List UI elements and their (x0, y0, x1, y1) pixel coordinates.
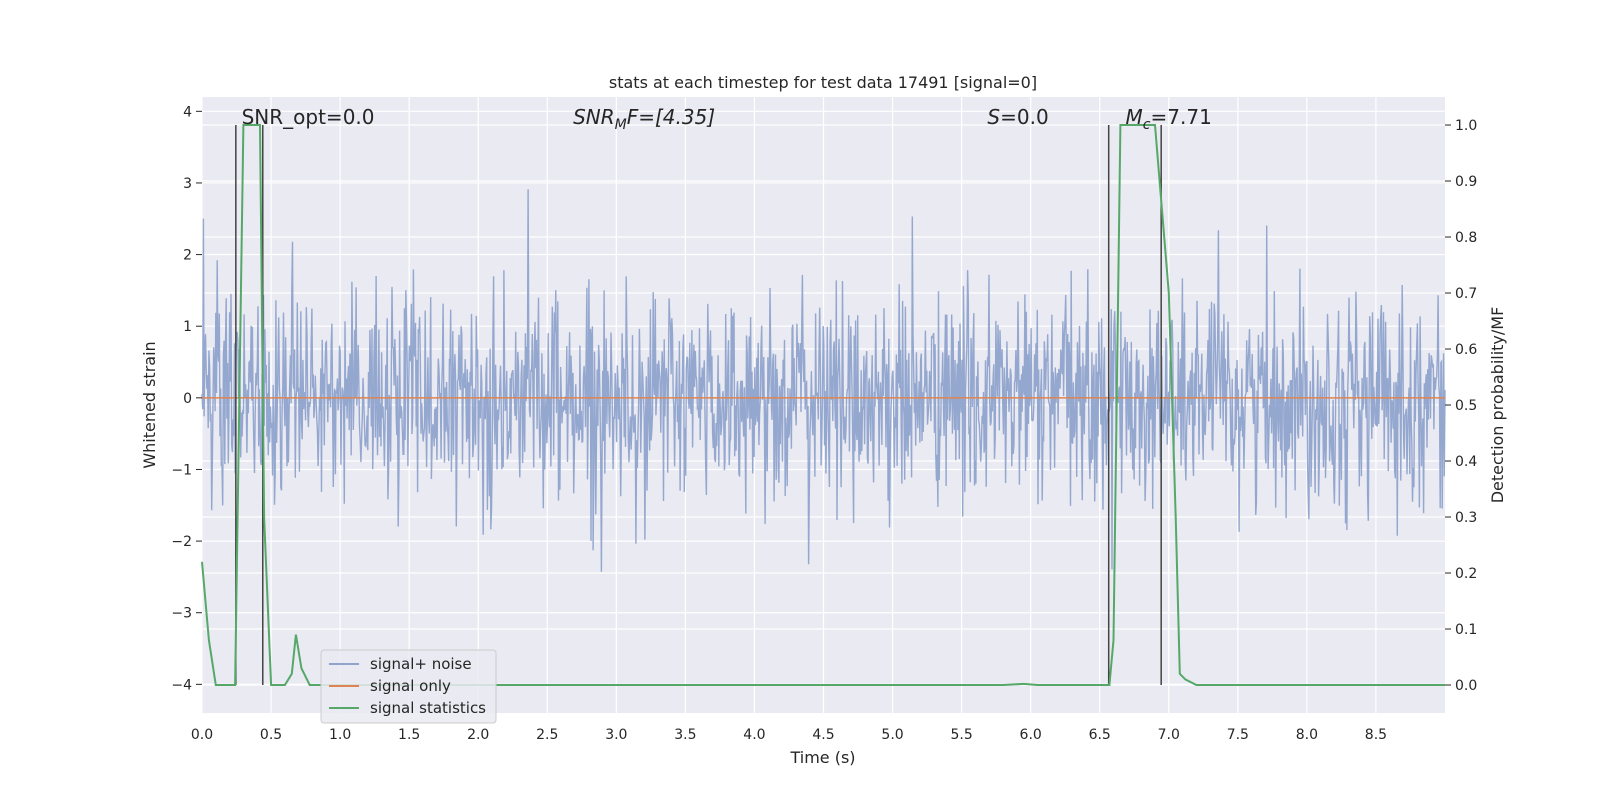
x-axis-label: Time (s) (789, 748, 855, 767)
annotation-mc-sub: c (1143, 117, 1151, 133)
annotation-snr-mf-sub: M (615, 117, 627, 133)
y-ticks-right: 1.0 0.9 0.8 0.7 0.6 0.5 0.4 0.3 0.2 0.1 0.0 (1445, 118, 1477, 694)
annotation-snr-opt: SNR_opt=0.0 (242, 105, 375, 129)
y-right-tick-label: 0.8 (1455, 230, 1477, 246)
y-right-tick-label: 0.1 (1455, 622, 1477, 638)
x-tick-label: 4.0 (743, 727, 765, 743)
y-tick-label: −1 (171, 462, 192, 478)
noise-line (201, 189, 1446, 572)
legend-label-noise: signal+ noise (370, 655, 472, 673)
y-tick-label: −4 (171, 677, 192, 693)
y-axis-label-left: Whitened strain (140, 341, 159, 468)
y-axis-label-right: Detection probability/MF (1488, 307, 1507, 504)
legend: signal+ noise signal only signal statist… (320, 649, 497, 724)
y-right-tick-label: 1.0 (1455, 118, 1477, 134)
y-tick-label: −2 (171, 534, 192, 550)
x-tick-label: 6.0 (1020, 727, 1042, 743)
annotations: SNR_opt=0.0 SNRMF=[4.35] S=0.0 Mc=7.71 (242, 105, 1212, 133)
x-tick-label: 8.5 (1365, 727, 1387, 743)
y-right-tick-label: 0.3 (1455, 510, 1477, 526)
annotation-s-base: S (987, 105, 1000, 129)
x-tick-label: 3.0 (605, 727, 627, 743)
x-tick-label: 2.0 (467, 727, 489, 743)
annotation-snr-mf-rest: F=[4.35] (627, 105, 715, 129)
annotation-snr-mf: SNRMF=[4.35] (573, 105, 715, 133)
x-tick-label: 1.5 (398, 727, 420, 743)
x-tick-label: 4.5 (812, 727, 834, 743)
legend-box (320, 649, 497, 724)
y-tick-label: 0 (183, 391, 192, 407)
annotation-s: S=0.0 (987, 105, 1048, 129)
x-tick-label: 0.5 (260, 727, 282, 743)
x-tick-label: 7.5 (1227, 727, 1249, 743)
y-tick-label: 1 (183, 319, 192, 335)
annotation-snr-mf-base: SNR (573, 105, 615, 129)
x-tick-label: 5.5 (950, 727, 972, 743)
y-right-tick-label: 0.7 (1455, 286, 1477, 302)
y-right-tick-label: 0.9 (1455, 174, 1477, 190)
x-tick-label: 7.0 (1158, 727, 1180, 743)
y-right-tick-label: 0.4 (1455, 454, 1477, 470)
annotation-mc-base: M (1126, 105, 1143, 129)
y-tick-label: 4 (183, 104, 192, 120)
x-tick-label: 6.5 (1089, 727, 1111, 743)
stats-series (201, 124, 1445, 686)
x-tick-label: 3.5 (674, 727, 696, 743)
annotation-mc: Mc=7.71 (1126, 105, 1212, 133)
x-tick-label: 0.0 (191, 727, 213, 743)
x-ticks: 0.0 0.5 1.0 1.5 2.0 2.5 3.0 3.5 4.0 4.5 5.0 5.5 6.0 6… (191, 727, 1387, 743)
y-right-tick-label: 0.0 (1455, 678, 1477, 694)
annotation-mc-rest: =7.71 (1151, 105, 1212, 129)
y-tick-label: 3 (183, 176, 192, 192)
legend-label-stats: signal statistics (370, 699, 486, 717)
y-right-tick-label: 0.2 (1455, 566, 1477, 582)
x-tick-label: 8.0 (1296, 727, 1318, 743)
y-tick-label: −3 (171, 606, 192, 622)
x-tick-label: 1.0 (329, 727, 351, 743)
noise-series (201, 189, 1446, 572)
y-tick-label: 2 (183, 248, 192, 264)
y-ticks-left: 4 3 2 1 0 −1 −2 −3 −4 (171, 104, 202, 693)
x-tick-label: 5.0 (881, 727, 903, 743)
chart-title: stats at each timestep for test data 174… (609, 73, 1037, 92)
legend-label-signal: signal only (370, 677, 451, 695)
x-tick-label: 2.5 (536, 727, 558, 743)
y-right-tick-label: 0.6 (1455, 342, 1477, 358)
y-right-tick-label: 0.5 (1455, 398, 1477, 414)
annotation-s-rest: =0.0 (1000, 105, 1049, 129)
stats-line (201, 124, 1445, 686)
